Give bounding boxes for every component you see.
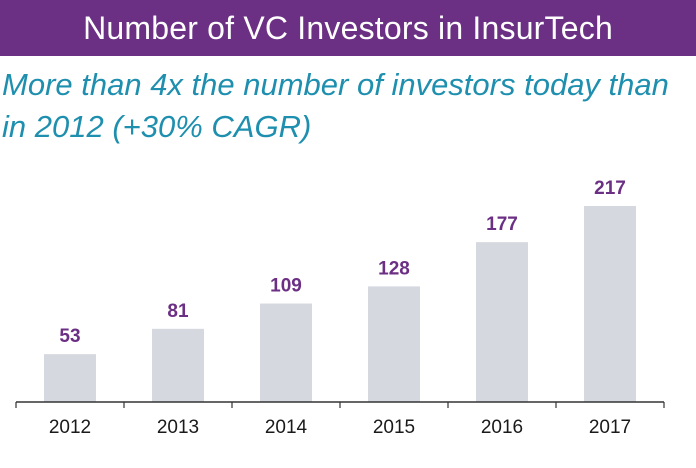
chart-title-bar: Number of VC Investors in InsurTech: [0, 0, 696, 56]
x-tick-label-2016: 2016: [481, 417, 523, 438]
x-tick-label-2014: 2014: [265, 417, 308, 438]
x-tick-label-2017: 2017: [589, 417, 631, 438]
x-tick-label-2013: 2013: [157, 417, 199, 438]
x-tick-label-2015: 2015: [373, 417, 415, 438]
value-label-2017: 217: [594, 178, 626, 199]
value-label-2015: 128: [378, 258, 410, 279]
bar-2016: [476, 242, 528, 402]
bar-2012: [44, 354, 96, 402]
chart-title: Number of VC Investors in InsurTech: [83, 9, 613, 46]
bar-2013: [152, 328, 204, 402]
value-label-2013: 81: [167, 301, 189, 322]
value-label-2012: 53: [59, 326, 80, 347]
bar-2017: [584, 206, 636, 402]
bar-chart: 53 2012 81 2013 109 2014 128 2015 177 2016 217 2017: [15, 178, 665, 438]
bar-2014: [260, 303, 312, 402]
value-label-2014: 109: [270, 276, 302, 297]
value-label-2016: 177: [486, 214, 518, 235]
x-tick-label-2012: 2012: [49, 417, 91, 438]
bar-2015: [368, 286, 420, 402]
chart-subtitle: More than 4x the number of investors tod…: [2, 67, 669, 144]
